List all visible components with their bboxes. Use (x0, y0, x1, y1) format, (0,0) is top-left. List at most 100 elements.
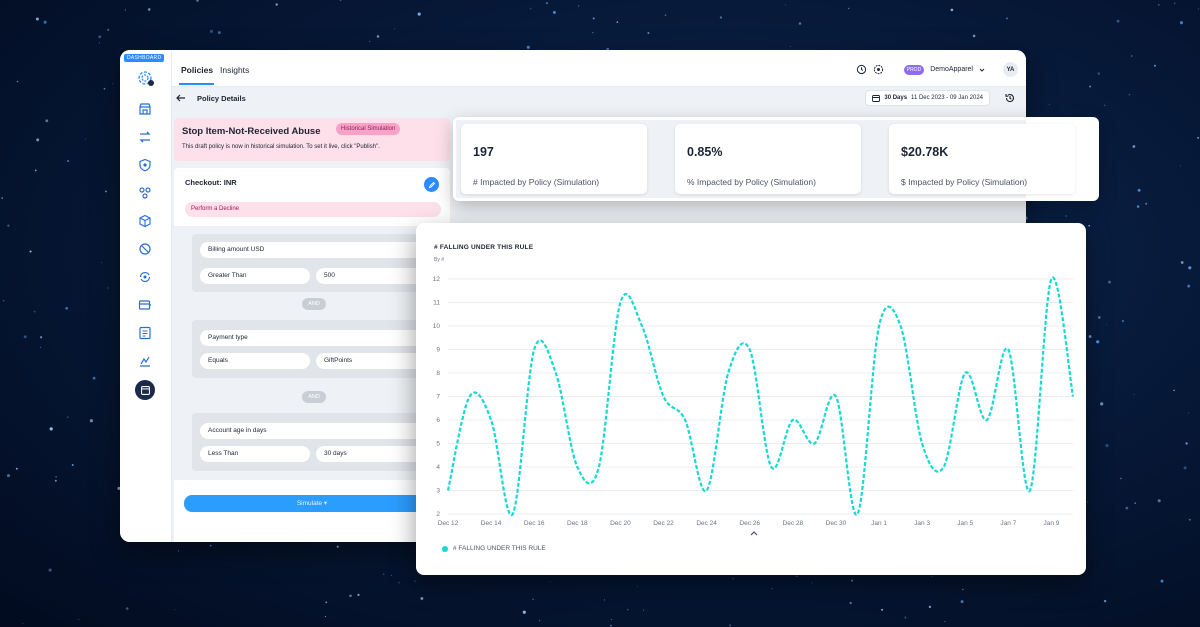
chevron-down-icon[interactable] (979, 67, 985, 73)
policy-banner: Stop Item-Not-Received Abuse Historical … (174, 118, 450, 161)
x-tick-label: Dec 18 (567, 520, 588, 527)
clock-icon[interactable] (856, 64, 867, 75)
y-tick-label: 8 (436, 370, 440, 377)
page-header: Policy Details 30 Days 11 Dec 2023 - 09 … (172, 87, 1026, 109)
x-tick-label: Dec 24 (696, 520, 717, 527)
edit-button[interactable] (424, 177, 439, 192)
policy-icon[interactable] (135, 380, 155, 400)
rule-panel: Checkout: INR Perform a Decline Billing … (174, 168, 450, 542)
conditions-list: Billing amount USD Greater Than 500 AND … (174, 226, 450, 480)
x-tick-label: Jan 1 (871, 520, 887, 527)
condition-field[interactable]: Payment type (200, 330, 424, 346)
policy-description: This draft policy is now in historical s… (182, 144, 380, 150)
status-badge: Historical Simulation (336, 123, 401, 135)
line-chart: 2 3 4 5 6 7 8 9 10 11 12 Dec 12 Dec 14 Dec 16 Dec 18 De… (433, 276, 1075, 527)
condition-value[interactable]: 30 days (316, 446, 426, 462)
back-arrow-icon[interactable] (175, 92, 187, 104)
condition-operator[interactable]: Greater Than (200, 268, 310, 284)
condition-operator[interactable]: Less Than (200, 446, 310, 462)
report-icon[interactable] (137, 325, 153, 341)
condition-group: Billing amount USD Greater Than 500 (192, 234, 450, 292)
history-icon[interactable] (1004, 92, 1016, 104)
avatar[interactable]: YA (1003, 62, 1018, 77)
y-tick-label: 2 (436, 511, 440, 518)
and-connector: AND (302, 298, 326, 310)
y-tick-label: 4 (436, 464, 440, 471)
x-tick-label: Jan 5 (957, 520, 973, 527)
tab-insights[interactable]: Insights (220, 65, 250, 75)
transfer-icon[interactable] (137, 129, 153, 145)
checkout-label: Checkout: INR (185, 178, 237, 187)
dashboard-badge: DASHBOARD (124, 54, 165, 62)
and-connector: AND (302, 391, 326, 403)
action-chip[interactable]: Perform a Decline (185, 202, 441, 217)
store-icon[interactable] (137, 101, 153, 117)
environment-badge: PROD (903, 64, 925, 75)
kpi-card: $20.78K $ Impacted by Policy (Simulation… (889, 124, 1075, 194)
legend-label: # FALLING UNDER THIS RULE (453, 545, 546, 552)
policy-title: Stop Item-Not-Received Abuse (182, 126, 321, 137)
target-icon[interactable] (137, 241, 153, 257)
top-right-controls: PROD DemoApparel YA (856, 62, 1018, 77)
condition-value[interactable]: GiftPoints (316, 353, 426, 369)
y-tick-label: 10 (433, 323, 441, 330)
top-bar: Policies Insights PROD DemoApparel YA (172, 50, 1026, 87)
condition-field[interactable]: Billing amount USD (200, 242, 424, 258)
chart-legend[interactable]: # FALLING UNDER THIS RULE (442, 545, 546, 552)
shield-icon[interactable] (137, 157, 153, 173)
kpi-value: 197 (473, 145, 494, 159)
x-tick-label: Dec 28 (783, 520, 804, 527)
fingerprint-logo-icon[interactable] (137, 69, 155, 87)
x-tick-label: Jan 9 (1043, 520, 1059, 527)
tab-policies[interactable]: Policies (181, 65, 214, 75)
cube-icon[interactable] (137, 213, 153, 229)
chart-subtitle: By # (434, 257, 445, 263)
y-tick-label: 9 (436, 347, 440, 354)
x-tick-label: Jan 3 (914, 520, 930, 527)
kpi-label: # Impacted by Policy (Simulation) (473, 177, 600, 187)
account-selector[interactable]: DemoApparel (930, 66, 973, 73)
condition-value[interactable]: 500 (316, 268, 426, 284)
condition-field[interactable]: Account age in days (200, 423, 424, 439)
condition-group: Payment type Equals GiftPoints (192, 320, 450, 378)
x-tick-label: Jan 7 (1000, 520, 1016, 527)
gear-icon[interactable] (873, 64, 884, 75)
legend-marker (442, 545, 448, 552)
y-tick-label: 3 (436, 488, 440, 495)
x-tick-label: Dec 16 (524, 520, 545, 527)
x-tick-label: Dec 30 (826, 520, 847, 527)
sidebar: DASHBOARD (120, 50, 172, 542)
date-range-value: 11 Dec 2023 - 09 Jan 2024 (911, 95, 983, 101)
y-tick-label: 7 (436, 394, 440, 401)
kpi-card: 197 # Impacted by Policy (Simulation) (461, 124, 647, 194)
x-tick-label: Dec 22 (653, 520, 674, 527)
network-icon[interactable] (137, 185, 153, 201)
condition-operator[interactable]: Equals (200, 353, 310, 369)
date-range-label: 30 Days (884, 95, 908, 101)
active-tab-indicator (179, 83, 214, 85)
kpi-value: $20.78K (901, 145, 949, 159)
card-icon[interactable] (137, 297, 153, 313)
chevron-up-icon[interactable] (749, 529, 759, 537)
chart-title: # FALLING UNDER THIS RULE (434, 244, 534, 251)
kpi-strip: 197 # Impacted by Policy (Simulation) 0.… (453, 117, 1099, 201)
x-tick-label: Dec 20 (610, 520, 631, 527)
x-tick-label: Dec 26 (739, 520, 760, 527)
date-range-picker[interactable]: 30 Days 11 Dec 2023 - 09 Jan 2024 (865, 90, 990, 106)
chart-card: 2 3 4 5 6 7 8 9 10 11 12 Dec 12 Dec 14 Dec 16 Dec 18 De… (416, 223, 1086, 575)
kpi-label: $ Impacted by Policy (Simulation) (901, 177, 1028, 187)
page-title: Policy Details (197, 94, 246, 103)
calendar-icon (872, 95, 881, 102)
kpi-label: % Impacted by Policy (Simulation) (687, 177, 816, 187)
x-tick-label: Dec 14 (481, 520, 502, 527)
y-tick-label: 11 (433, 300, 440, 307)
kpi-card: 0.85% % Impacted by Policy (Simulation) (675, 124, 861, 194)
chart-icon[interactable] (137, 353, 153, 369)
kpi-value: 0.85% (687, 145, 723, 159)
y-tick-label: 5 (436, 441, 440, 448)
simulate-button[interactable]: Simulate ▾ (184, 495, 440, 512)
y-tick-label: 12 (433, 276, 441, 283)
y-tick-label: 6 (436, 417, 440, 424)
sync-icon[interactable] (137, 269, 153, 285)
condition-group: Account age in days Less Than 30 days (192, 413, 450, 471)
